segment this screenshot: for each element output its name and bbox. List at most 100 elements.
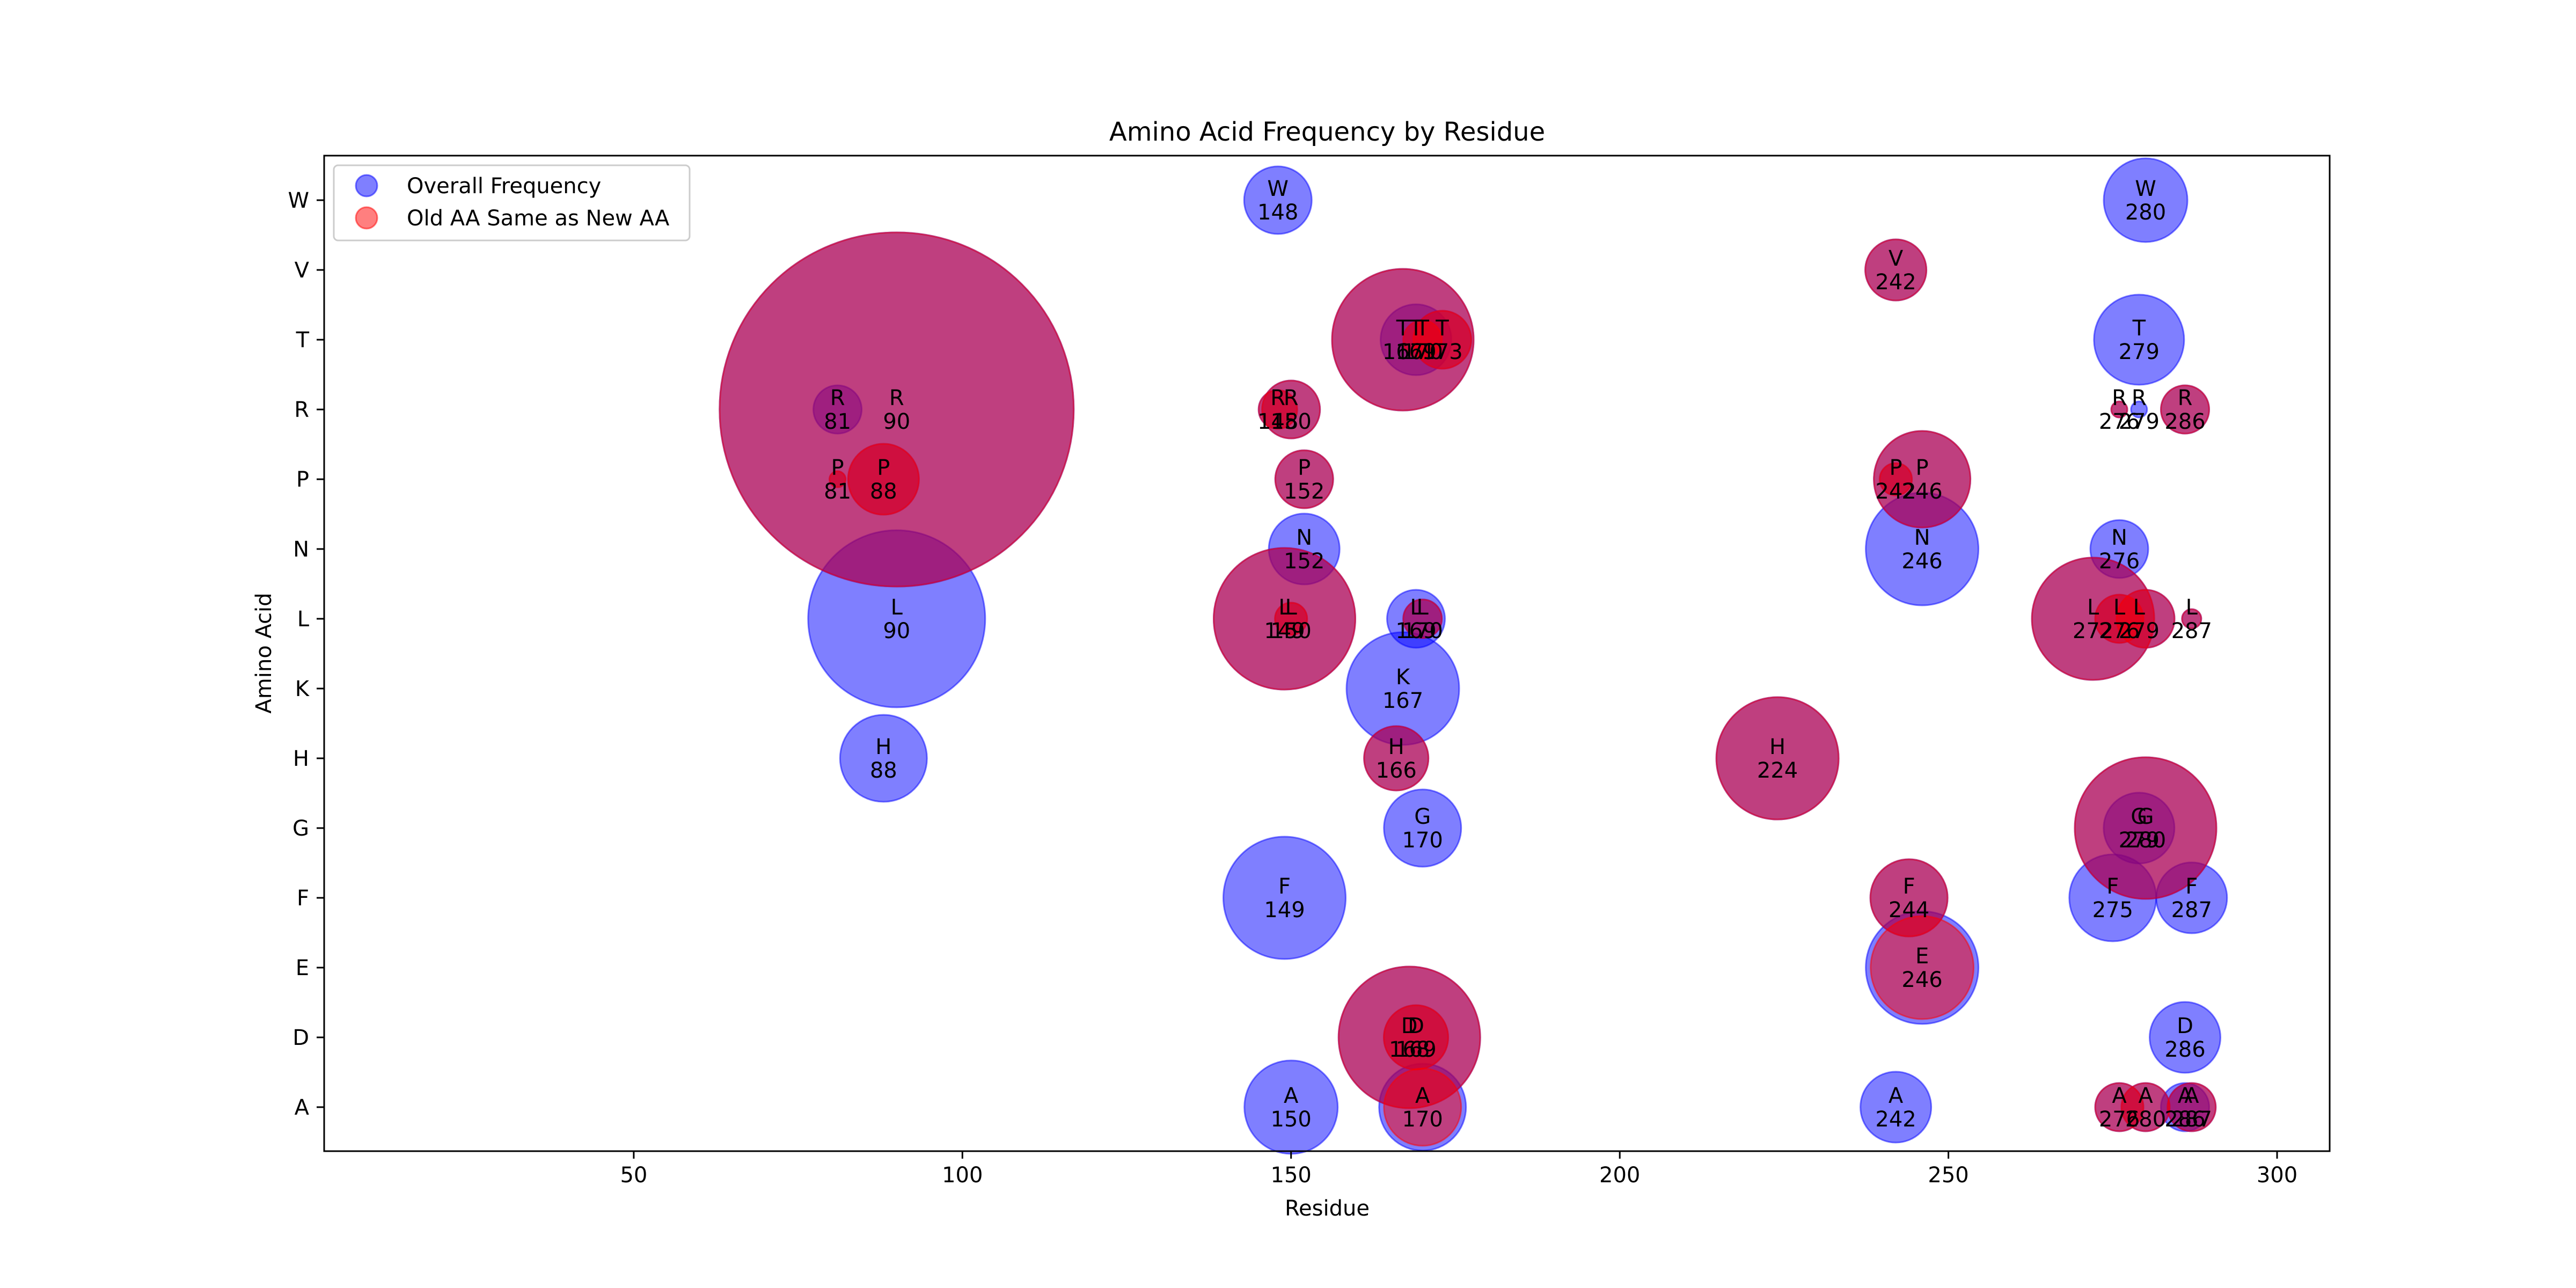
bubble-label-aa-R-150: R [1284,386,1299,411]
bubble-label-aa-P-246: P [1916,456,1929,480]
bubble-label-residue-P-152: 152 [1284,479,1324,504]
bubble-label-residue-T-170: 170 [1402,340,1443,364]
bubble-label-aa-G-279: G [2131,804,2147,829]
same-aa-bubble-L-170 [1402,598,1443,639]
x-tick-label-200: 200 [1599,1163,1640,1188]
y-tick-label-E: E [296,956,309,980]
x-axis-label: Residue [1285,1196,1370,1221]
bubble-label-residue-P-242: 242 [1875,479,1916,504]
bubble-label-residue-R-81: 81 [824,409,851,434]
y-tick-label-W: W [288,188,309,213]
bubble-label-aa-A-286: A [2178,1084,2193,1108]
bubble-label-aa-F-244: F [1903,874,1915,899]
axes-frame [323,155,2331,1152]
bubble-label-aa-K-167: K [1396,665,1411,690]
bubble-label-aa-L-169: L [1410,595,1422,620]
bubble-label-residue-R-279: 279 [2119,409,2160,434]
bubble-label-aa-D-169: D [1408,1014,1424,1038]
bubble-label-residue-D-168: 168 [1389,1037,1430,1062]
y-tick-label-N: N [293,537,309,562]
bubble-label-aa-L-272: L [2087,595,2099,620]
x-tick-label-100: 100 [942,1163,983,1188]
bubble-label-aa-R-148: R [1270,386,1285,411]
bubble-label-aa-R-90: R [889,386,904,411]
y-tick-label-A: A [295,1095,310,1120]
bubble-label-residue-R-90: 90 [883,409,910,434]
bubble-label-aa-L-149: L [1278,595,1291,620]
same-aa-bubble-E-246 [1870,915,1975,1020]
bubble-label-residue-K-167: 167 [1382,689,1423,713]
bubble-label-aa-H-224: H [1769,735,1785,759]
bubble-labels: W148W280V242T167T169T170T173T279R81R90R1… [824,177,2212,1132]
y-axis-label: Amino Acid [252,592,276,713]
overall-bubble-W-148 [1243,165,1313,235]
bubble-label-residue-G-280: 280 [2125,828,2166,853]
bubble-label-residue-T-279: 279 [2119,340,2160,364]
same-aa-bubble-R-276 [2110,400,2128,419]
y-tick-label-V: V [295,258,310,283]
y-tick-label-L: L [297,607,310,632]
y-tick-label-R: R [294,398,309,422]
bubble-label-aa-A-242: A [1889,1084,1904,1108]
bubble-label-residue-N-246: 246 [1901,549,1942,574]
bubble-label-residue-A-242: 242 [1875,1107,1916,1132]
same-aa-bubble-T-173 [1413,310,1472,370]
overall-bubble-A-242 [1860,1071,1933,1144]
chart-title: Amino Acid Frequency by Residue [1109,117,1545,147]
bubble-label-residue-D-169: 169 [1395,1037,1436,1062]
y-tick-label-K: K [295,677,310,701]
bubble-label-residue-F-275: 275 [2092,898,2133,923]
plot-area [719,157,2228,1155]
same-aa-bubble-A-287 [2167,1082,2217,1132]
bubble-label-residue-T-167: 167 [1382,340,1423,364]
same-aa-bubble-L-280 [2116,589,2176,649]
bubble-label-residue-V-242: 242 [1875,270,1916,295]
bubble-label-aa-L-90: L [891,595,903,620]
bubble-label-aa-A-280: A [2138,1084,2153,1108]
y-tick-label-T: T [296,328,310,353]
bubble-label-residue-P-81: 81 [824,479,851,504]
bubble-label-aa-D-168: D [1401,1014,1418,1038]
bubble-label-residue-H-88: 88 [870,758,897,783]
bubble-label-aa-T-170: T [1415,316,1429,341]
same-aa-bubble-V-242 [1864,238,1928,302]
y-tick-label-H: H [293,747,309,771]
bubble-label-aa-H-166: H [1388,735,1404,759]
overall-bubble-W-280 [2103,157,2189,243]
bubble-label-residue-T-169: 169 [1395,340,1436,364]
overall-bubble-F-149 [1223,836,1346,960]
bubble-label-aa-E-246: E [1915,944,1929,969]
overall-bubble-G-170 [1383,788,1462,868]
y-tick-label-D: D [292,1026,309,1050]
bubble-label-residue-L-287: 287 [2171,619,2212,643]
same-aa-bubble-G-280 [2074,756,2218,900]
legend-label-overall: Overall Frequency [407,174,601,199]
bubble-label-aa-D-286: D [2177,1014,2193,1038]
bubble-label-residue-A-150: 150 [1271,1107,1312,1132]
bubble-label-aa-P-152: P [1298,456,1311,480]
x-tick-label-250: 250 [1928,1163,1968,1188]
bubble-label-residue-R-148: 148 [1257,409,1298,434]
same-aa-bubble-R-90 [719,231,1075,588]
bubble-label-residue-F-149: 149 [1264,898,1305,923]
bubble-label-residue-G-170: 170 [1402,828,1443,853]
bubble-label-aa-V-242: V [1889,246,1904,271]
bubble-label-residue-L-149: 149 [1264,619,1305,643]
bubble-label-aa-N-152: N [1296,525,1312,550]
bubble-label-aa-F-287: F [2185,874,2198,899]
axis-ticks: 50 100 150 200 250 300 A D E F G H K L N P R T V W [288,188,2297,1188]
bubble-label-residue-A-276: 276 [2099,1107,2140,1132]
bubble-label-aa-A-170: A [1415,1084,1430,1108]
bubble-label-aa-H-88: H [875,735,891,759]
bubble-label-residue-H-166: 166 [1376,758,1417,783]
bubble-label-residue-R-150: 150 [1271,409,1312,434]
bubble-label-aa-W-148: W [1267,177,1289,201]
same-aa-bubble-R-150 [1261,379,1321,440]
y-tick-label-G: G [292,816,309,841]
same-aa-bubble-A-170 [1383,1067,1462,1147]
legend-box [333,164,691,241]
bubble-label-aa-W-280: W [2135,177,2156,201]
same-aa-bubble-P-152 [1274,449,1334,509]
legend: Overall Frequency Old AA Same as New AA [333,164,691,241]
legend-label-same-aa: Old AA Same as New AA [407,206,670,231]
